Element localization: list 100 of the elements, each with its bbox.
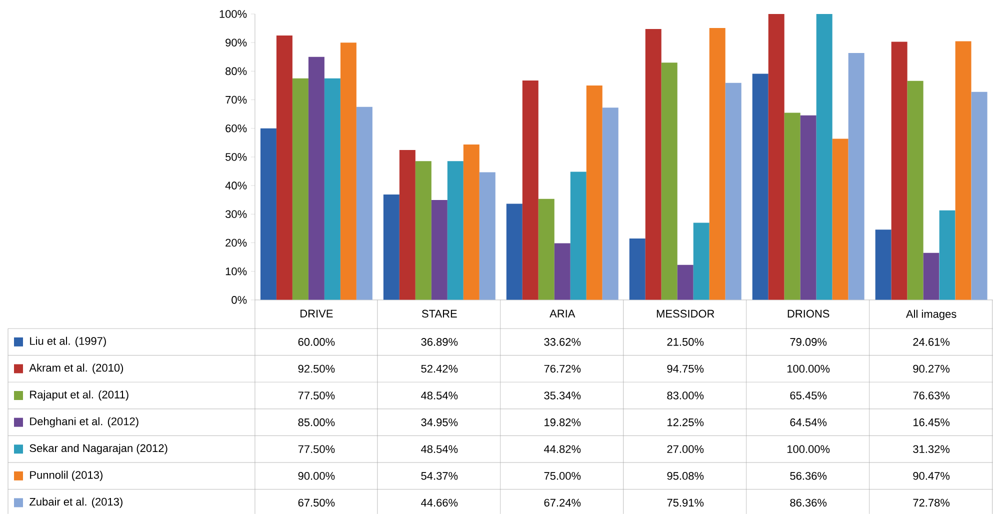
- x-tick-label: ARIA: [550, 310, 576, 318]
- legend-label: Liu et al. (1997): [30, 336, 106, 347]
- y-tick-label: 80%: [226, 67, 247, 76]
- bar: [479, 172, 496, 300]
- x-tick-label: MESSIDOR: [656, 310, 714, 318]
- data-label: 77.50%: [298, 445, 335, 453]
- bar: [399, 150, 416, 300]
- data-label: 54.37%: [421, 472, 458, 480]
- bar: [645, 28, 662, 300]
- bar: [340, 42, 356, 300]
- y-tick-label: 60%: [226, 124, 247, 132]
- bar: [447, 161, 464, 300]
- bar: [383, 194, 400, 300]
- data-label: 19.82%: [544, 418, 581, 426]
- data-label: 77.50%: [298, 392, 335, 400]
- y-tick-label: 90%: [226, 38, 247, 46]
- data-label: 83.00%: [667, 392, 704, 400]
- legend-label: Dehghani et al. (2012): [30, 417, 138, 428]
- data-label: 75.00%: [544, 472, 581, 480]
- data-label: 67.50%: [298, 498, 335, 507]
- data-label: 33.62%: [544, 338, 581, 346]
- bar: [677, 264, 694, 300]
- bar: [356, 106, 372, 300]
- bar: [848, 52, 864, 300]
- data-label: 56.36%: [790, 472, 827, 480]
- data-label: 12.25%: [668, 418, 704, 426]
- data-label: 79.09%: [790, 338, 827, 346]
- y-tick-label: 30%: [226, 210, 247, 218]
- data-label: 21.50%: [667, 338, 704, 346]
- bar: [260, 128, 276, 300]
- data-label: 90.27%: [913, 364, 950, 373]
- data-label: 100.00%: [787, 445, 830, 453]
- bar: [463, 144, 480, 300]
- data-label: 72.78%: [913, 498, 950, 507]
- y-tick-label: 40%: [225, 182, 247, 190]
- bar: [709, 28, 726, 300]
- data-label: 31.32%: [913, 445, 950, 453]
- data-label: 90.47%: [913, 472, 950, 480]
- data-label: 75.91%: [667, 498, 704, 507]
- bar: [693, 222, 710, 300]
- bar: [768, 14, 784, 300]
- data-label: 48.54%: [421, 392, 458, 400]
- x-tick-label: All images: [906, 310, 956, 320]
- bar: [661, 62, 678, 300]
- data-label: 85.00%: [298, 418, 335, 426]
- legend-label: Zubair et al. (2013): [30, 498, 122, 508]
- y-tick-label: 100%: [220, 10, 247, 18]
- data-label: 60.00%: [298, 338, 335, 346]
- bar: [725, 82, 742, 300]
- bar: [816, 14, 832, 300]
- y-tick-label: 10%: [226, 267, 247, 276]
- data-label: 48.54%: [421, 445, 458, 453]
- bar: [506, 204, 522, 300]
- data-label: 65.45%: [790, 392, 827, 400]
- bar: [800, 115, 816, 300]
- bar: [570, 172, 586, 300]
- y-tick-label: 70%: [226, 96, 247, 104]
- bar: [955, 41, 972, 300]
- data-label: 92.50%: [298, 364, 335, 373]
- bar: [971, 92, 988, 300]
- bar: [538, 198, 554, 300]
- bar: [602, 108, 618, 300]
- x-tick-label: STARE: [422, 310, 457, 318]
- y-tick-label: 50%: [226, 153, 247, 161]
- data-label: 44.66%: [421, 498, 458, 507]
- x-tick-label: DRIVE: [300, 310, 333, 318]
- bar: [939, 210, 956, 300]
- data-label: 27.00%: [667, 445, 704, 453]
- bar: [907, 80, 924, 300]
- x-tick-label: DRIONS: [788, 310, 830, 318]
- bar: [308, 56, 324, 300]
- bar: [629, 238, 646, 300]
- bar: [324, 78, 340, 300]
- y-tick-label: 20%: [226, 238, 247, 247]
- bar: [522, 80, 538, 300]
- data-label: 36.89%: [421, 338, 458, 346]
- data-label: 44.82%: [544, 445, 581, 453]
- bar: [875, 230, 892, 300]
- bar: [554, 243, 570, 300]
- legend-label: Punnolil (2013): [30, 470, 102, 481]
- legend-label: Rajaput et al. (2011): [30, 390, 128, 401]
- bar: [752, 74, 768, 300]
- bar: [586, 85, 602, 300]
- y-tick-label: 0%: [232, 296, 247, 304]
- data-label: 34.95%: [421, 418, 458, 426]
- bar: [832, 138, 848, 300]
- data-label: 100.00%: [787, 364, 830, 373]
- bar: [891, 42, 908, 300]
- bar: [431, 200, 448, 300]
- bar: [292, 78, 308, 300]
- data-label: 16.45%: [914, 418, 950, 426]
- bar: [415, 161, 432, 300]
- bar: [923, 252, 940, 300]
- data-label: 24.61%: [913, 338, 950, 346]
- bar: [784, 112, 800, 300]
- legend-label: Sekar and Nagarajan (2012): [30, 444, 168, 454]
- data-label: 76.72%: [544, 364, 581, 373]
- data-label: 35.34%: [544, 392, 581, 400]
- data-label: 67.24%: [544, 498, 581, 507]
- data-label: 90.00%: [298, 472, 335, 480]
